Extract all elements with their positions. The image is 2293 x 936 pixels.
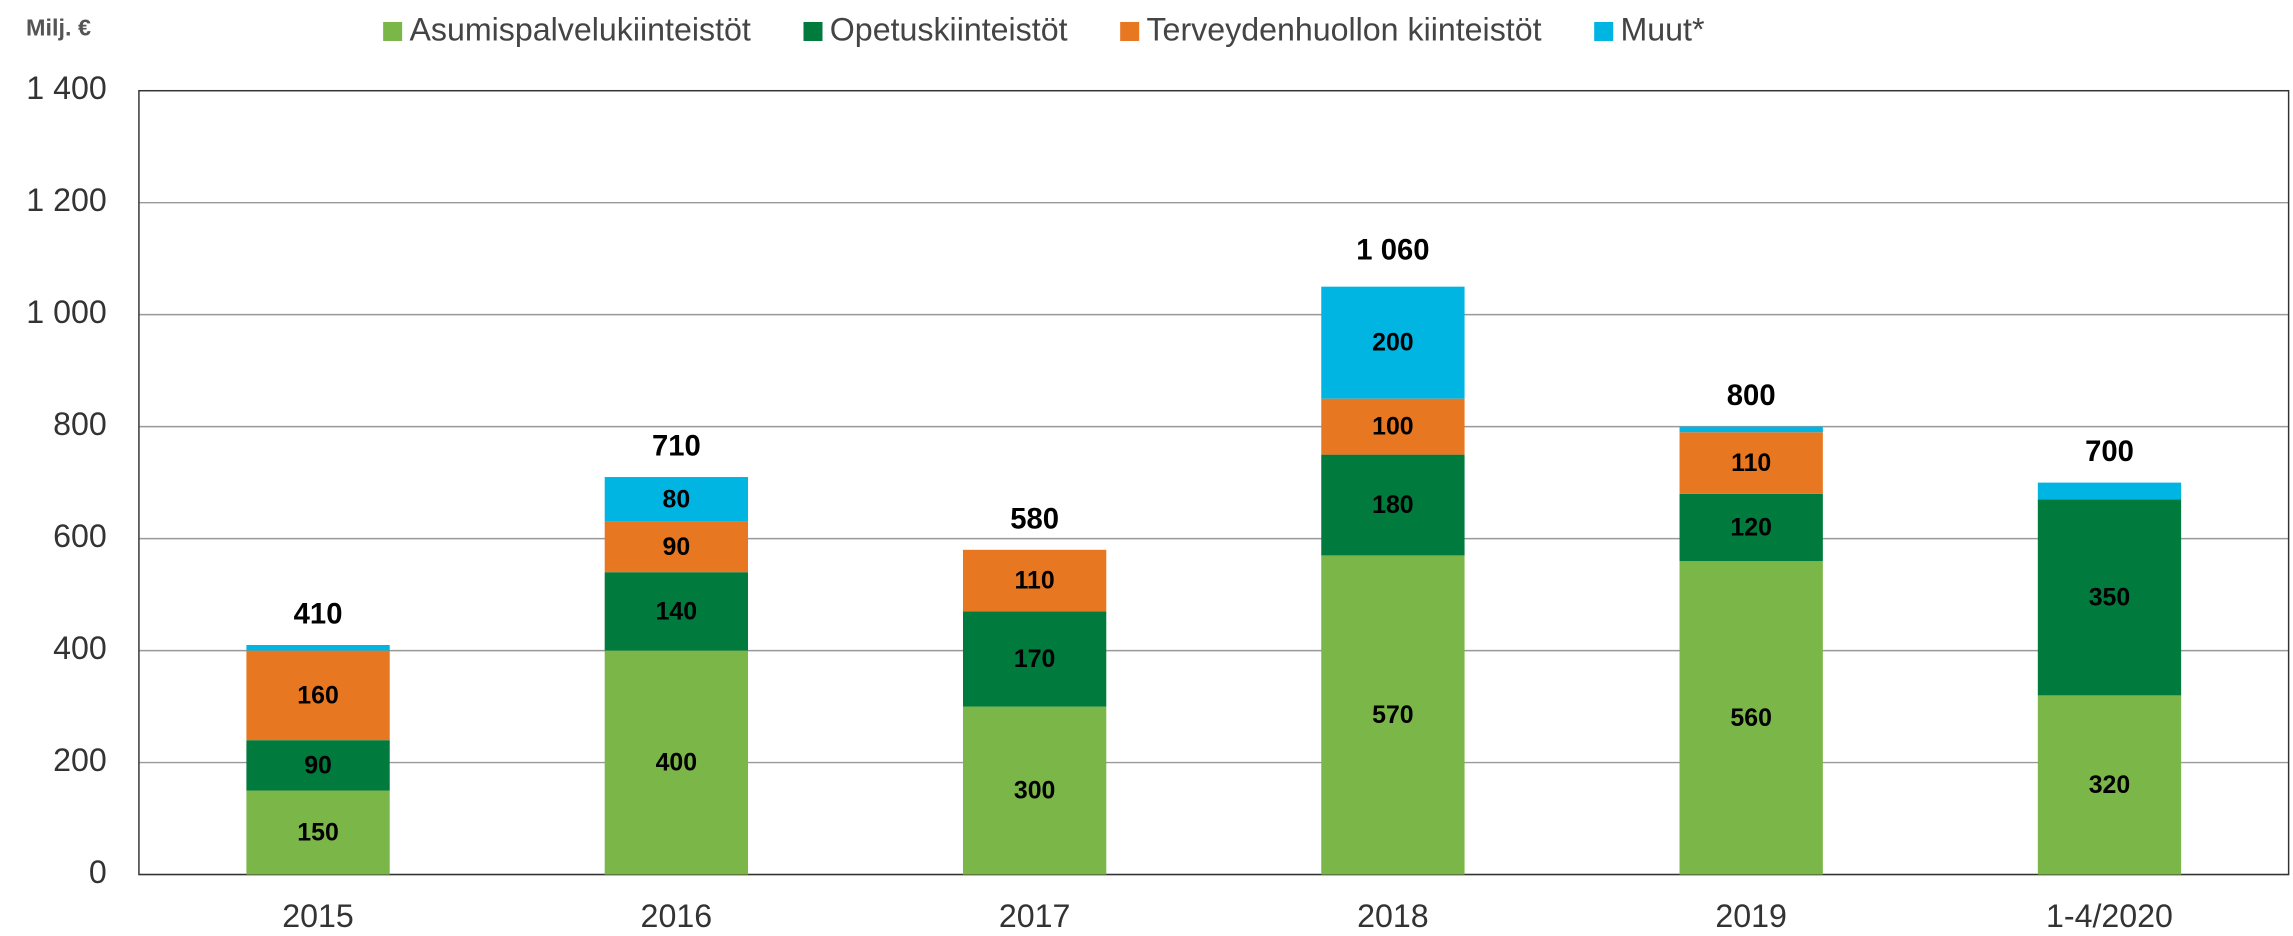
bar-segment [962,549,1107,612]
bar-segment [604,521,749,573]
legend-swatch [1120,21,1140,41]
data-label: 170 [1014,645,1055,673]
bar-segment [1321,454,1465,556]
bar-segment [246,644,390,651]
data-label: 400 [656,749,697,777]
legend-label: Muut* [1621,12,1705,48]
y-tick-label: 1 400 [26,70,106,106]
bar-segment [246,650,390,741]
data-label: 90 [304,751,332,779]
data-label: 200 [1372,329,1413,357]
legend-swatch [383,21,403,41]
legend-label: Asumispalvelukiinteistöt [409,12,750,48]
bar-segment [604,477,749,522]
data-label: 570 [1372,701,1413,729]
bar-segment [1679,561,1823,875]
bar-segment [2037,499,2182,696]
legend-swatch [1594,21,1614,41]
bar-segment [246,740,390,791]
total-label: 410 [294,598,343,630]
legend-swatch [803,21,823,41]
y-tick-label: 1 200 [26,182,106,218]
data-label: 300 [1014,777,1055,805]
y-tick-label: 0 [89,854,107,890]
data-label: 560 [1730,704,1771,732]
data-label: 110 [1015,567,1055,595]
data-label: 150 [297,819,338,847]
x-tick-label: 2016 [641,898,713,934]
bar-segment [1679,493,1823,562]
bar-segment [246,790,390,875]
bar-segment [1321,398,1465,455]
data-label: 110 [1731,449,1771,477]
total-label: 710 [652,430,701,462]
data-label: 90 [663,533,691,561]
y-tick-label: 1 000 [26,294,106,330]
plot-frame [138,89,2290,876]
data-label: 100 [1372,413,1413,441]
bar-segment [962,706,1107,875]
x-tick-label: 2015 [282,898,354,934]
legend-label: Opetuskiinteistöt [830,12,1068,48]
y-tick-label: 800 [53,406,107,442]
y-tick-label: 400 [53,630,107,666]
bar-segment [604,650,749,875]
bar-segment [1679,432,1823,494]
bar-segment [2037,695,2182,875]
data-label: 140 [656,597,697,625]
x-tick-label: 1-4/2020 [2046,898,2173,934]
data-label: 80 [663,485,691,513]
y-tick-label: 200 [53,742,107,778]
legend-label: Terveydenhuollon kiinteistöt [1146,12,1541,48]
bar-segment [1679,426,1823,433]
y-tick-label: 600 [53,518,107,554]
bar-segment [1321,286,1465,399]
bar-segment [604,572,749,651]
x-tick-label: 2019 [1715,898,1787,934]
total-label: 1 060 [1356,235,1429,267]
data-label: 160 [297,681,338,709]
x-tick-label: 2017 [999,898,1071,934]
bar-segment [962,611,1107,707]
data-label: 180 [1372,491,1413,519]
total-label: 800 [1727,380,1776,412]
bar-segment [1321,555,1465,875]
y-axis-label: Milj. € [26,14,91,40]
data-label: 350 [2089,583,2130,611]
data-label: 320 [2089,771,2130,799]
bar-segment [2037,482,2182,500]
total-label: 580 [1010,503,1059,535]
data-label: 120 [1730,513,1771,541]
total-label: 700 [2085,436,2134,468]
x-tick-label: 2018 [1357,898,1429,934]
